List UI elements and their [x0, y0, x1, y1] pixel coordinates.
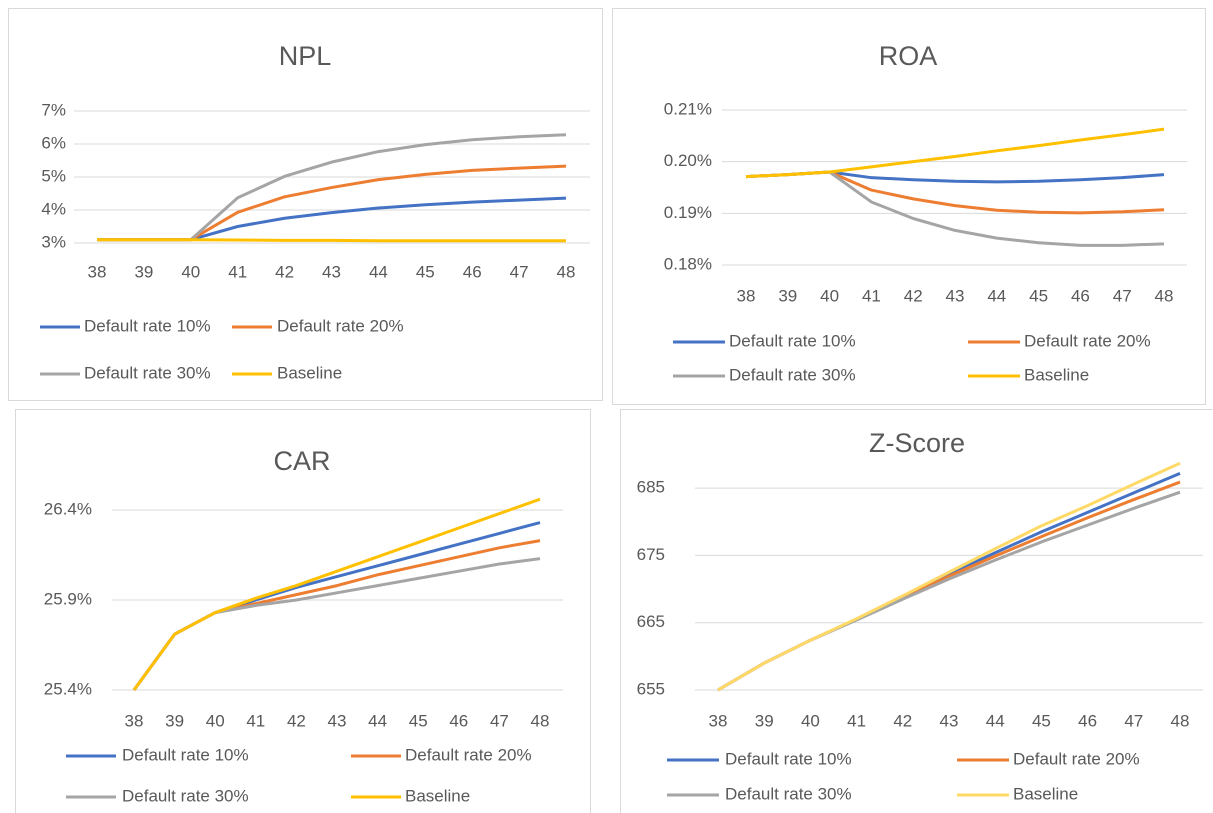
y-tick-label: 3%	[41, 232, 66, 251]
x-tick-label: 41	[228, 262, 247, 281]
y-tick-label: 0.21%	[664, 99, 712, 118]
x-tick-label: 42	[893, 711, 912, 730]
legend-label: Default rate 30%	[84, 363, 211, 382]
x-tick-label: 48	[557, 262, 576, 281]
x-tick-label: 42	[287, 711, 306, 730]
x-tick-label: 44	[986, 711, 1005, 730]
legend-label: Baseline	[405, 786, 470, 805]
legend-label: Baseline	[277, 363, 342, 382]
legend-label: Default rate 10%	[725, 749, 852, 768]
y-tick-label: 0.20%	[664, 151, 712, 170]
x-tick-label: 41	[862, 286, 881, 305]
legend-label: Default rate 10%	[122, 745, 249, 764]
y-tick-label: 4%	[41, 199, 66, 218]
x-tick-label: 43	[322, 262, 341, 281]
x-tick-label: 46	[1078, 711, 1097, 730]
legend-label: Baseline	[1024, 365, 1089, 384]
series-line	[132, 521, 541, 691]
y-tick-label: 0.18%	[664, 254, 712, 273]
x-tick-label: 45	[1032, 711, 1051, 730]
x-tick-label: 47	[490, 711, 509, 730]
series-line	[717, 480, 1181, 692]
x-tick-label: 38	[125, 711, 144, 730]
x-tick-label: 38	[709, 711, 728, 730]
x-tick-label: 39	[134, 262, 153, 281]
x-tick-label: 40	[206, 711, 225, 730]
x-tick-label: 38	[88, 262, 107, 281]
x-tick-label: 48	[531, 711, 550, 730]
chart-title: Z-Score	[869, 428, 965, 458]
y-tick-label: 685	[637, 478, 665, 497]
legend-label: Default rate 20%	[405, 745, 532, 764]
x-tick-label: 45	[409, 711, 428, 730]
x-tick-label: 40	[820, 286, 839, 305]
x-tick-label: 47	[510, 262, 529, 281]
x-tick-label: 48	[1155, 286, 1174, 305]
legend-label: Default rate 30%	[725, 784, 852, 803]
y-tick-label: 6%	[41, 133, 66, 152]
y-tick-label: 675	[637, 545, 665, 564]
x-tick-label: 46	[463, 262, 482, 281]
x-tick-label: 45	[1029, 286, 1048, 305]
series-line	[717, 490, 1181, 692]
series-line	[745, 170, 1165, 247]
legend-label: Baseline	[1013, 784, 1078, 803]
x-tick-label: 45	[416, 262, 435, 281]
y-tick-label: 7%	[41, 100, 66, 119]
y-tick-label: 0.19%	[664, 203, 712, 222]
series-line	[717, 461, 1181, 692]
x-tick-label: 43	[328, 711, 347, 730]
chart-title: NPL	[279, 41, 332, 71]
series-line	[132, 539, 541, 691]
series-line	[132, 497, 541, 691]
series-line	[97, 238, 566, 243]
y-tick-label: 25.4%	[44, 679, 92, 698]
y-tick-label: 26.4%	[44, 499, 92, 518]
x-tick-label: 38	[737, 286, 756, 305]
panel-border	[612, 8, 1206, 405]
x-tick-label: 42	[275, 262, 294, 281]
legend-label: Default rate 20%	[1013, 749, 1140, 768]
y-tick-label: 5%	[41, 166, 66, 185]
y-tick-label: 25.9%	[44, 589, 92, 608]
chart-title: CAR	[273, 446, 330, 476]
x-tick-label: 44	[368, 711, 387, 730]
legend-label: Default rate 30%	[729, 365, 856, 384]
x-tick-label: 41	[246, 711, 265, 730]
y-tick-label: 665	[637, 612, 665, 631]
panel-border	[8, 8, 603, 401]
x-tick-label: 43	[940, 711, 959, 730]
x-tick-label: 47	[1113, 286, 1132, 305]
x-tick-label: 43	[946, 286, 965, 305]
series-line	[97, 196, 567, 242]
panel-border	[15, 409, 591, 813]
legend-label: Default rate 30%	[122, 786, 249, 805]
y-tick-label: 655	[637, 679, 665, 698]
legend-label: Default rate 20%	[1024, 331, 1151, 350]
x-tick-label: 46	[1071, 286, 1090, 305]
x-tick-label: 44	[369, 262, 388, 281]
legend-label: Default rate 10%	[84, 316, 211, 335]
legend-label: Default rate 10%	[729, 331, 856, 350]
x-tick-label: 41	[847, 711, 866, 730]
series-line	[745, 127, 1165, 179]
panel-border	[620, 409, 1213, 813]
x-tick-label: 39	[755, 711, 774, 730]
chart-title: ROA	[879, 41, 938, 71]
x-tick-label: 46	[449, 711, 468, 730]
legend-label: Default rate 20%	[277, 316, 404, 335]
series-line	[717, 471, 1181, 692]
x-tick-label: 47	[1124, 711, 1143, 730]
x-tick-label: 48	[1171, 711, 1190, 730]
x-tick-label: 39	[778, 286, 797, 305]
x-tick-label: 42	[904, 286, 923, 305]
x-tick-label: 44	[987, 286, 1006, 305]
x-tick-label: 39	[165, 711, 184, 730]
x-tick-label: 40	[801, 711, 820, 730]
x-tick-label: 40	[181, 262, 200, 281]
